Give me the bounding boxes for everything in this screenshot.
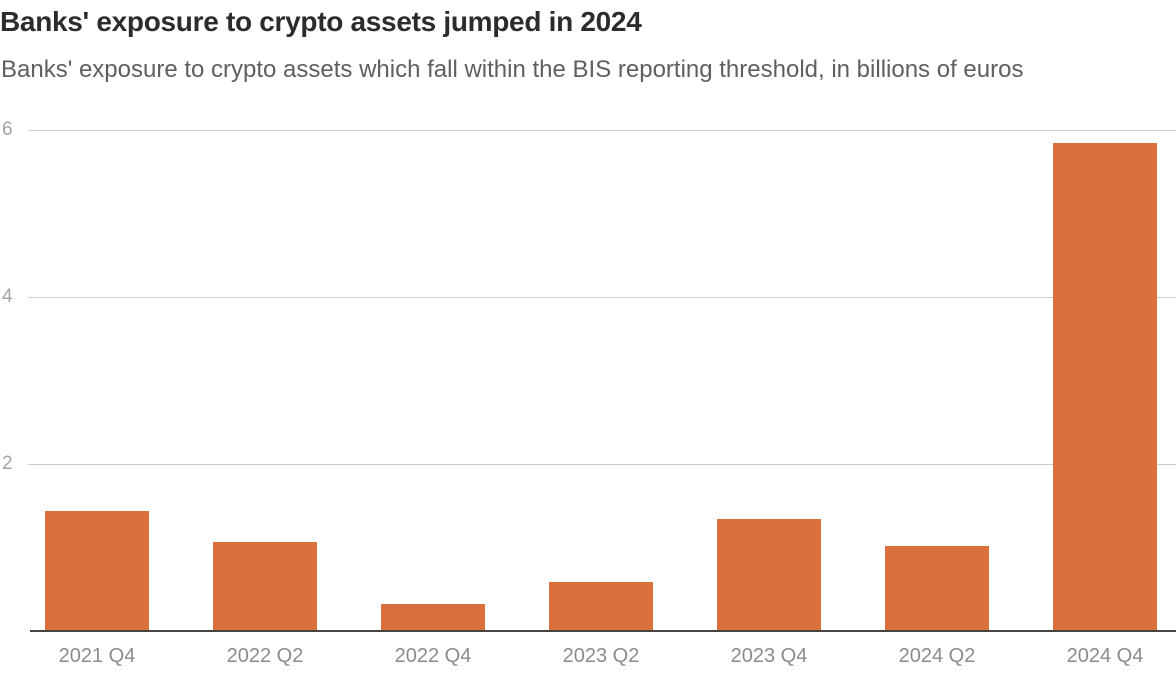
y-axis-tick-label: 4 xyxy=(2,286,13,307)
bar-2023-q4 xyxy=(717,519,821,631)
bar-2023-q2 xyxy=(549,581,653,631)
bar-2024-q2 xyxy=(885,545,989,631)
x-axis-category-label: 2024 Q2 xyxy=(898,645,976,667)
x-axis-line xyxy=(30,630,1176,632)
gridline-6 xyxy=(28,130,1176,131)
bar-2022-q4 xyxy=(381,604,485,631)
gridline-2 xyxy=(28,464,1176,465)
y-axis-tick-label: 6 xyxy=(2,119,13,140)
bar-2021-q4 xyxy=(45,510,149,631)
x-axis-category-label: 2023 Q4 xyxy=(730,645,808,667)
x-axis-category-label: 2023 Q2 xyxy=(562,645,640,667)
y-axis-tick-label: 2 xyxy=(2,453,13,474)
chart-subtitle: Banks' exposure to crypto assets which f… xyxy=(1,56,1024,83)
x-axis-category-label: 2022 Q4 xyxy=(394,645,472,667)
chart-title: Banks' exposure to crypto assets jumped … xyxy=(0,6,642,37)
bar-2024-q4 xyxy=(1053,143,1157,631)
x-axis-category-label: 2021 Q4 xyxy=(58,645,136,667)
x-axis-category-label: 2022 Q2 xyxy=(226,645,304,667)
gridline-4 xyxy=(28,297,1176,298)
x-axis-category-label: 2024 Q4 xyxy=(1066,645,1144,667)
bar-2022-q2 xyxy=(213,541,317,631)
